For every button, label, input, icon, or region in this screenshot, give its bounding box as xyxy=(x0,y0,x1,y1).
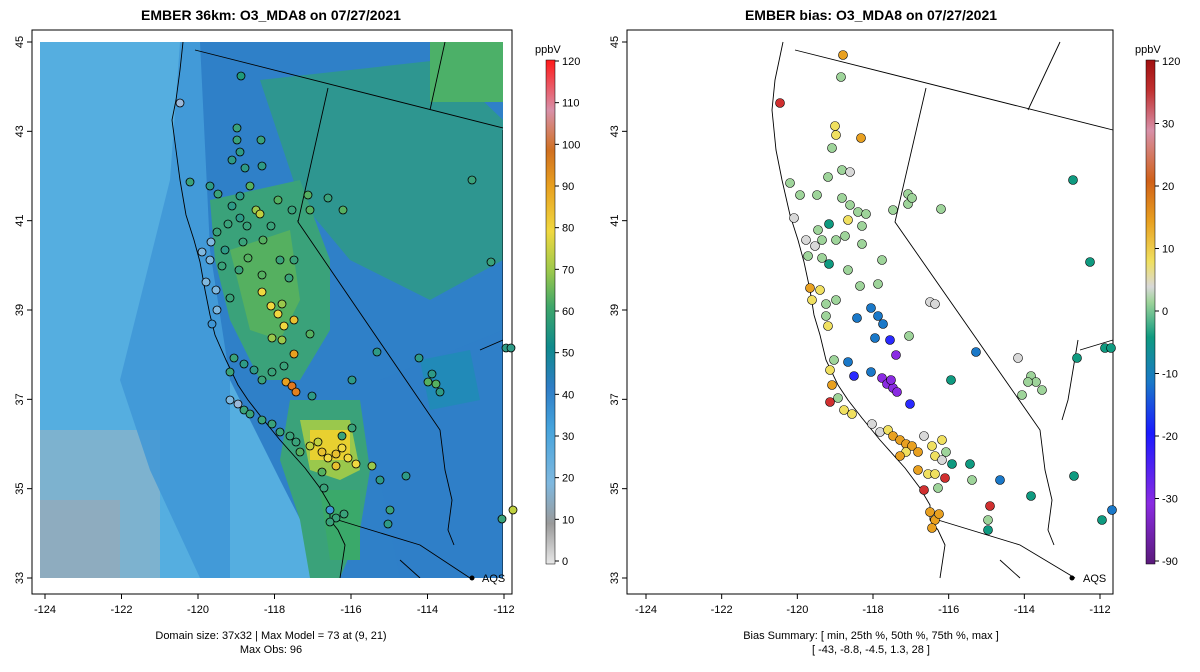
model-colorbar-tick-label: 0 xyxy=(562,556,568,568)
bias-caption-line-2: [ -43, -8.8, -4.5, 1.3, 28 ] xyxy=(812,644,930,656)
model-x-tick-label: -116 xyxy=(340,604,361,616)
model-y-tick-label: 35 xyxy=(14,483,26,495)
model-aqs-label: AQS xyxy=(482,573,505,585)
model-caption-line-1: Domain size: 37x32 | Max Model = 73 at (… xyxy=(155,630,386,642)
bias-x-tick-label: -116 xyxy=(938,604,959,616)
bias-aqs-label: AQS xyxy=(1083,573,1106,585)
bias-x-tick-label: -124 xyxy=(635,604,657,616)
model-x-tick-label: -120 xyxy=(187,604,209,616)
bias-colorbar-ticks: 120 30 20 10 0 -10 -20 -30 -90 xyxy=(1155,56,1180,568)
model-or-border xyxy=(297,87,329,223)
bias-observation-sites xyxy=(775,50,1117,535)
model-panel-title: EMBER 36km: O3_MDA8 on 07/27/2021 xyxy=(141,7,401,23)
model-colorbar xyxy=(545,59,556,565)
bias-y-tick-label: 41 xyxy=(609,215,621,227)
model-x-tick-label: -122 xyxy=(110,604,132,616)
bias-panel: EMBER bias: O3_MDA8 on 07/27/2021 xyxy=(609,7,1180,656)
model-colorbar-tick-label: 10 xyxy=(562,514,574,526)
model-colorbar-tick-label: 120 xyxy=(562,56,580,68)
bias-x-tick-label: -118 xyxy=(862,604,883,616)
bias-colorbar-tick-label: 10 xyxy=(1162,244,1174,256)
bias-y-tick-label: 45 xyxy=(609,36,621,48)
bias-y-tick-label: 35 xyxy=(609,483,621,495)
bias-ca-nv-border xyxy=(894,87,1055,546)
bias-y-tick-label: 33 xyxy=(609,572,621,584)
model-x-tick-label: -118 xyxy=(264,604,285,616)
bias-colorbar-tick-label: -90 xyxy=(1162,556,1178,568)
model-y-tick-label: 37 xyxy=(14,393,26,405)
model-colorbar-tick-label: 50 xyxy=(562,348,574,360)
model-x-tick-label: -124 xyxy=(34,604,56,616)
model-y-tick-label: 41 xyxy=(14,215,26,227)
model-oregon-border xyxy=(194,49,503,129)
bias-colorbar xyxy=(1145,59,1156,565)
model-colorbar-tick-label: 60 xyxy=(562,306,574,318)
model-y-tick-label: 33 xyxy=(14,572,26,584)
bias-colorbar-tick-label: -30 xyxy=(1162,494,1178,506)
model-aqs-marker xyxy=(469,575,475,581)
bias-colorbar-tick-label: -10 xyxy=(1162,369,1178,381)
bias-colorbar-tick-label: 20 xyxy=(1162,181,1174,193)
model-caption-line-2: Max Obs: 96 xyxy=(240,644,302,656)
model-x-tick-label: -112 xyxy=(493,604,514,616)
model-x-tick-label: -114 xyxy=(417,604,438,616)
model-y-tick-label: 39 xyxy=(14,304,26,316)
model-y-tick-label: 43 xyxy=(14,125,26,137)
model-colorbar-unit: ppbV xyxy=(535,44,561,56)
bias-colorbar-unit: ppbV xyxy=(1135,44,1161,56)
bias-x-tick-label: -120 xyxy=(786,604,808,616)
bias-caption-line-1: Bias Summary: [ min, 25th %, 50th %, 75t… xyxy=(743,630,999,642)
bias-axes: -124 -122 -120 -118 -116 -114 -112 33 35 37 39 41 43… xyxy=(609,36,1111,616)
bias-x-tick-label: -122 xyxy=(711,604,733,616)
bias-mexico-border xyxy=(937,519,1076,579)
model-colorbar-tick-label: 80 xyxy=(562,223,574,235)
model-axes: -124 -122 -120 -118 -116 -114 -112 33 35 37 39 41 43… xyxy=(14,36,515,616)
model-panel: EMBER 36km: O3_MDA8 on 07/27/2021 xyxy=(14,7,580,656)
model-colorbar-tick-label: 20 xyxy=(562,473,574,485)
model-y-tick-label: 45 xyxy=(14,36,26,48)
bias-aqs-marker xyxy=(1069,575,1075,581)
bias-y-tick-label: 37 xyxy=(609,393,621,405)
model-colorbar-tick-label: 110 xyxy=(562,98,580,110)
model-colorbar-tick-label: 40 xyxy=(562,389,574,401)
model-colorbar-tick-label: 30 xyxy=(562,431,574,443)
bias-plot-frame xyxy=(626,29,1114,595)
bias-colorbar-tick-label: 0 xyxy=(1162,306,1168,318)
model-plot-frame xyxy=(31,29,513,595)
model-observation-sites xyxy=(175,71,518,529)
bias-boundaries xyxy=(771,41,1114,579)
bias-x-tick-label: -114 xyxy=(1014,604,1035,616)
bias-oregon-border xyxy=(794,49,1114,131)
model-colorbar-tick-label: 90 xyxy=(562,181,574,193)
bias-y-tick-label: 43 xyxy=(609,125,621,137)
bias-colorbar-tick-label: 30 xyxy=(1162,119,1174,131)
model-colorbar-tick-label: 100 xyxy=(562,139,580,151)
bias-colorbar-tick-label: 120 xyxy=(1162,56,1180,68)
bias-coastline xyxy=(771,41,946,579)
model-mexico-border xyxy=(337,519,471,578)
bias-panel-title: EMBER bias: O3_MDA8 on 07/27/2021 xyxy=(745,7,997,23)
bias-y-tick-label: 39 xyxy=(609,304,621,316)
bias-colorbar-tick-label: -20 xyxy=(1162,431,1178,443)
model-id-border xyxy=(429,42,446,111)
model-colorbar-tick-label: 70 xyxy=(562,264,574,276)
bias-x-tick-label: -112 xyxy=(1089,604,1110,616)
